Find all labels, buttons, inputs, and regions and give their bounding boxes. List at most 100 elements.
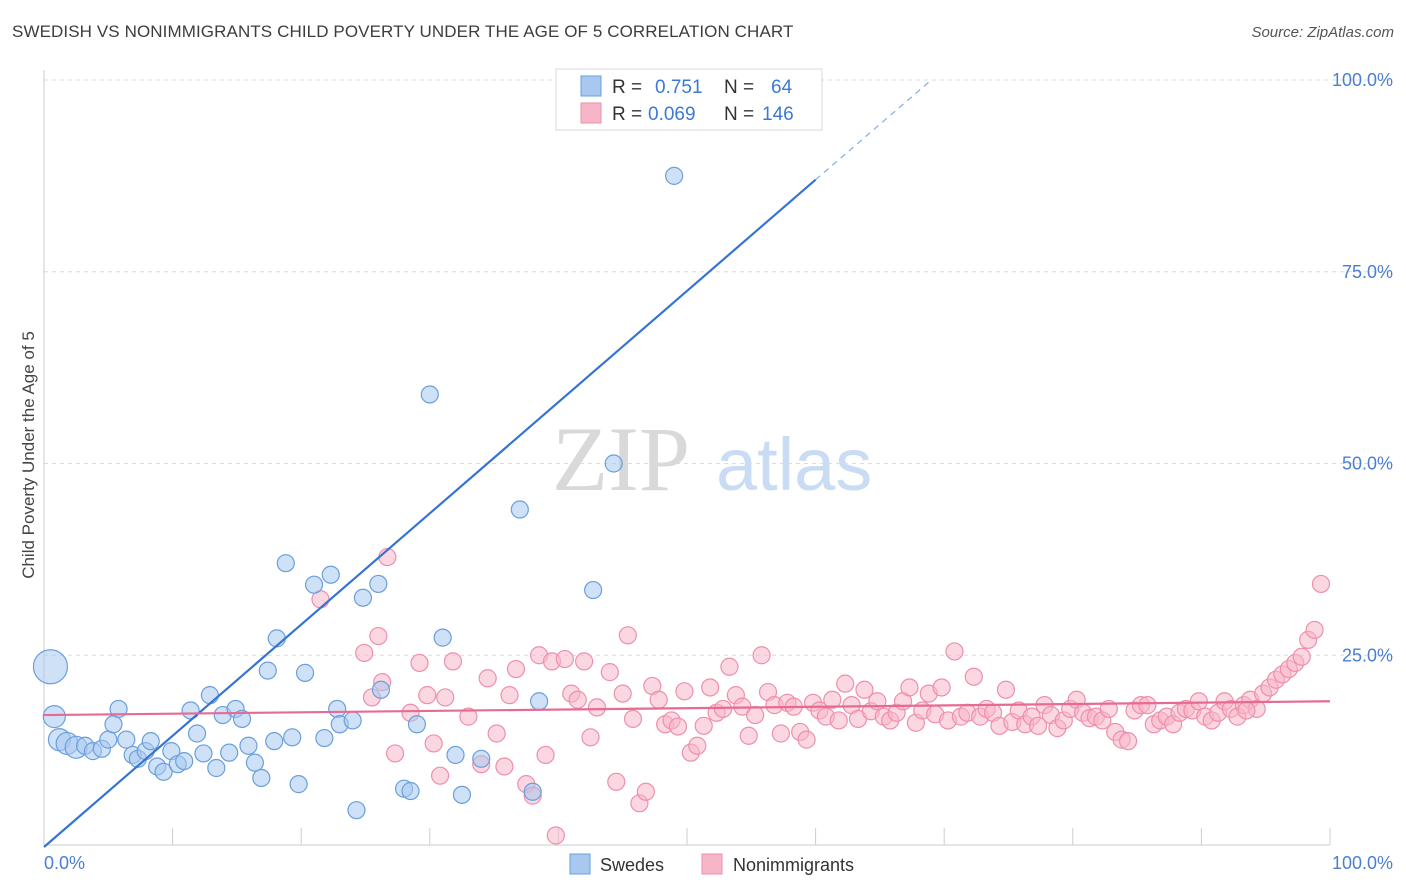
swedes-point (315, 728, 334, 748)
legend: Swedes Nonimmigrants (569, 853, 854, 875)
swedes-point (32, 649, 69, 685)
nonimmigrants-point (720, 657, 739, 676)
y-tick-label: 75.0% (1342, 262, 1393, 282)
swedes-point (220, 743, 239, 762)
nonimmigrants-point (1237, 701, 1256, 720)
nonimmigrants-point (618, 626, 637, 645)
swedes-point (117, 730, 136, 749)
nonimmigrants-point (385, 744, 405, 763)
nonimmigrants-point (797, 730, 816, 749)
swedes-n-value: 64 (771, 77, 793, 98)
watermark-atlas: atlas (716, 423, 872, 506)
swedes-point (289, 775, 308, 794)
nonimmigrants-point (1305, 620, 1324, 640)
nonimmigrants-point (623, 709, 643, 729)
swedes-point (258, 661, 277, 680)
nonimmigrants-point (1028, 716, 1048, 735)
swedes-r-label: R = (612, 77, 642, 98)
swedes-point (328, 699, 347, 719)
nonimmigrants-point (1311, 574, 1331, 594)
swedes-point (252, 768, 271, 788)
nonimmigrants-point (575, 652, 594, 671)
y-tick-label: 50.0% (1342, 454, 1393, 474)
swedes-points (32, 70, 812, 820)
nonimmigrants-point (694, 716, 713, 735)
nonimmigrants-point (829, 711, 848, 730)
swedes-stats-swatch (580, 75, 602, 97)
nonimmigrants-point (964, 667, 983, 686)
swedes-point (207, 758, 226, 778)
swedes-point (530, 692, 549, 711)
swedes-point (154, 762, 173, 781)
swedes-point (433, 628, 452, 647)
nonimmigrants-point (836, 674, 855, 693)
swedes-point (584, 580, 603, 600)
nonimmigrants-points (311, 547, 1331, 845)
swedes-point (283, 728, 302, 747)
swedes-point (420, 385, 439, 404)
nonimmigrants-point (555, 649, 574, 669)
swedes-point (187, 724, 207, 743)
nonimm-n-value: 146 (762, 104, 794, 125)
nonimmigrants-point (487, 724, 506, 743)
swedes-point (99, 730, 118, 749)
swedes-point (141, 732, 160, 751)
nonimmigrants-point (546, 826, 565, 845)
grid-lines (44, 79, 1390, 656)
swedes-point (42, 705, 66, 729)
legend-label-nonimmigrants: Nonimmigrants (733, 855, 854, 875)
nonimmigrants-point (600, 663, 619, 682)
nonimmigrants-point (410, 653, 429, 673)
nonimmigrants-point (1118, 732, 1138, 751)
swedes-r-value: 0.751 (655, 77, 703, 98)
nonimmigrants-point (613, 684, 632, 703)
nonimmigrants-point (945, 642, 964, 661)
swedes-point (175, 751, 194, 771)
swedes-point (369, 574, 388, 594)
swedes-point (239, 736, 258, 755)
swedes-point (265, 732, 284, 751)
swedes-point (245, 753, 265, 772)
nonimmigrants-point (369, 626, 388, 646)
swedes-point (276, 554, 295, 573)
nonimmigrants-point (996, 680, 1016, 699)
y-tick-label: 25.0% (1342, 645, 1393, 665)
legend-label-swedes: Swedes (600, 855, 664, 875)
nonimm-n-label: N = (724, 104, 754, 125)
nonimmigrants-point (1189, 692, 1208, 711)
nonimmigrants-point (688, 736, 707, 755)
swedes-point (446, 745, 465, 765)
legend-swatch-nonimmigrants (701, 853, 723, 875)
nonimmigrants-point (607, 772, 626, 791)
nonimmigrants-point (568, 690, 587, 709)
nonimmigrants-point (500, 686, 519, 705)
swedes-point (472, 749, 491, 768)
nonimmigrants-point (739, 726, 758, 745)
swedes-point (304, 575, 324, 594)
nonimmigrants-point (771, 724, 790, 743)
nonimmigrants-point (855, 680, 874, 699)
stats-box: R = 0.751 N = 64 R = 0.069 N = 146 (555, 68, 823, 131)
nonimmigrants-point (636, 782, 655, 801)
swedes-point (510, 500, 529, 519)
legend-swatch-swedes (569, 853, 591, 875)
trend-lines (43, 79, 1331, 848)
swedes-point (200, 686, 219, 705)
swedes-point (401, 781, 420, 801)
x-axis-ticks (172, 828, 1331, 845)
nonimmigrants-point (823, 690, 842, 709)
swedes-point (523, 782, 542, 801)
swedes-point (371, 680, 391, 699)
x-tick-label: 0.0% (44, 853, 85, 873)
x-tick-label: 100.0% (1332, 853, 1393, 873)
nonimmigrants-point (495, 757, 514, 776)
swedes-point (232, 709, 252, 729)
swedes-point (194, 744, 213, 763)
nonimmigrants-point (1292, 647, 1311, 666)
nonimmigrants-point (746, 705, 765, 725)
swedes-point (407, 715, 427, 734)
nonimmigrants-point (536, 745, 555, 765)
swedes-trend-line (43, 178, 817, 848)
nonimmigrants-point (418, 686, 437, 705)
nonimmigrants-trend-line (43, 700, 1331, 717)
